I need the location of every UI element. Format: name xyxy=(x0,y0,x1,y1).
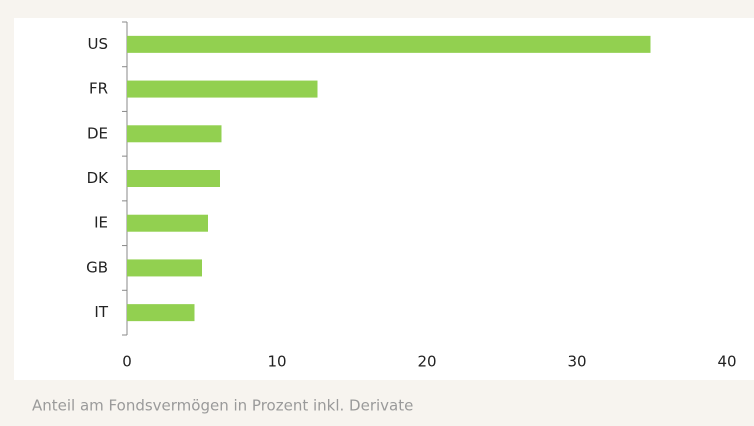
bar xyxy=(127,214,208,232)
bar xyxy=(127,125,222,143)
y-tick-label: US xyxy=(87,35,108,53)
x-tick-label: 0 xyxy=(122,353,132,371)
y-tick-label: DE xyxy=(87,124,108,142)
x-tick-label: 10 xyxy=(267,353,286,371)
y-tick-label: FR xyxy=(89,80,108,98)
x-tick-label: 40 xyxy=(717,353,736,371)
plot-panel xyxy=(14,18,754,380)
bar xyxy=(127,80,318,98)
x-tick-label: 20 xyxy=(417,353,436,371)
bar xyxy=(127,35,651,53)
y-tick-label: GB xyxy=(86,258,108,276)
y-tick-label: IT xyxy=(94,303,108,321)
bar xyxy=(127,304,195,322)
bar xyxy=(127,170,220,187)
caption: Anteil am Fondsvermögen in Prozent inkl.… xyxy=(32,397,413,415)
y-tick-label: IE xyxy=(94,214,108,232)
bar xyxy=(127,259,202,277)
y-tick-label: DK xyxy=(87,169,110,187)
x-tick-label: 30 xyxy=(567,353,586,371)
